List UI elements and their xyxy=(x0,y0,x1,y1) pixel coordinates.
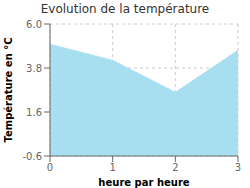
svg-text:6.0: 6.0 xyxy=(26,19,42,30)
svg-text:Température en °C: Température en °C xyxy=(8,37,14,142)
svg-text:3.8: 3.8 xyxy=(26,63,42,74)
svg-text:heure par heure: heure par heure xyxy=(98,177,189,188)
html-text:Evolution de la température: Evolution de la température xyxy=(40,2,210,16)
svg-text:0: 0 xyxy=(47,162,53,173)
svg-text:1.6: 1.6 xyxy=(26,107,42,118)
svg-text:2: 2 xyxy=(172,162,178,173)
svg-text:-0.6: -0.6 xyxy=(22,151,42,162)
svg-text:3: 3 xyxy=(235,162,241,173)
svg-text:1: 1 xyxy=(109,162,115,173)
